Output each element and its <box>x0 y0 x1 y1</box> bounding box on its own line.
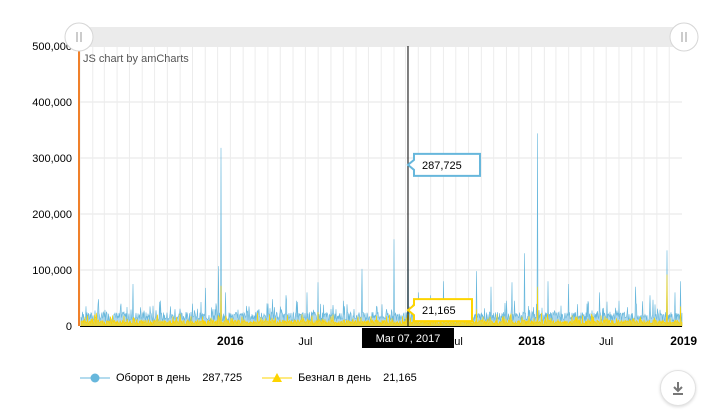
chart-cursor: 287,725 21,165 Mar 07, 2017 <box>361 46 481 348</box>
cursor-balloon-turnover <box>406 152 481 177</box>
y-tick-label: 200,000 <box>32 209 72 221</box>
chart-grid <box>79 45 682 327</box>
scrollbar[interactable] <box>64 22 699 52</box>
legend-label-turnover: Оборот в день <box>116 372 191 384</box>
cursor-balloon-cashless <box>406 298 473 323</box>
x-tick-label: 2018 <box>518 334 545 348</box>
series-area-turnover <box>80 133 683 327</box>
legend-marker-turnover <box>80 371 110 385</box>
y-tick-label: 400,000 <box>32 97 72 109</box>
legend-marker-cashless <box>262 371 293 385</box>
cursor-value-turnover: 287,725 <box>422 160 462 172</box>
chart-axes: 0 100,000 200,000 300,000 400,000 500,000 2016… <box>32 41 697 348</box>
download-icon <box>673 382 683 395</box>
x-tick-label: 2019 <box>670 334 697 348</box>
y-tick-label: 0 <box>66 321 72 333</box>
chart-credit[interactable]: JS chart by amCharts <box>83 53 189 65</box>
chart-series <box>80 133 683 327</box>
scrollbar-grip-right[interactable] <box>669 22 699 52</box>
cursor-date-box <box>361 328 454 348</box>
download-button[interactable] <box>660 370 696 406</box>
legend-item-turnover[interactable]: Оборот в день 287,725 <box>80 371 242 385</box>
x-tick-label: Jul <box>599 336 613 348</box>
x-tick-label: 2016 <box>217 334 244 348</box>
cursor-date-label: Mar 07, 2017 <box>376 333 441 345</box>
y-tick-label: 100,000 <box>32 265 72 277</box>
series-area-cashless <box>80 274 683 327</box>
scrollbar-grip-left[interactable] <box>64 22 94 52</box>
legend: Оборот в день 287,725 Безнал в день 21,1… <box>80 370 437 386</box>
cursor-value-cashless: 21,165 <box>422 305 456 317</box>
scrollbar-track[interactable] <box>78 27 684 47</box>
legend-item-cashless[interactable]: Безнал в день 21,165 <box>262 371 417 385</box>
x-tick-label: Jul <box>298 336 312 348</box>
y-tick-label: 300,000 <box>32 153 72 165</box>
legend-value-cashless: 21,165 <box>383 372 417 384</box>
legend-value-turnover: 287,725 <box>202 372 243 384</box>
y-tick-label: 500,000 <box>32 41 72 53</box>
legend-label-cashless: Безнал в день <box>298 372 372 384</box>
